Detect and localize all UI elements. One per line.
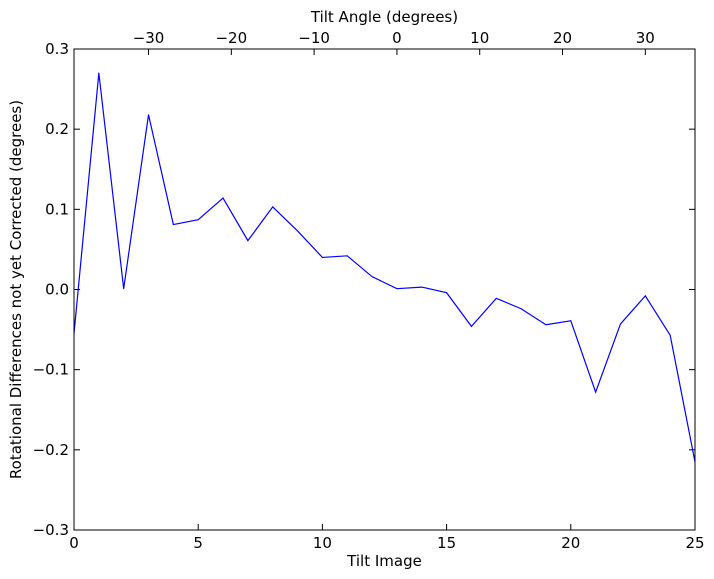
x-tick-label: 5 (193, 534, 203, 552)
labels-layer: 0 5 10 15 20 25 −30 −20 −10 0 10 20 30 −0.3 −0.2 −0.1 0.… (33, 29, 705, 552)
data-point (272, 206, 274, 208)
top-x-tick-label: −20 (215, 29, 247, 47)
x-tick-label: 15 (437, 534, 456, 552)
data-point (520, 308, 522, 310)
data-point (123, 288, 125, 290)
data-point (669, 334, 671, 336)
top-x-tick-label: −30 (133, 29, 165, 47)
data-point (644, 295, 646, 297)
y-tick-label: 0.2 (45, 120, 69, 138)
top-x-tick-label: 20 (553, 29, 572, 47)
data-point (148, 114, 150, 116)
data-point (396, 288, 398, 290)
data-point (421, 286, 423, 288)
x-tick-label: 20 (561, 534, 580, 552)
data-point (346, 255, 348, 257)
data-point (470, 325, 472, 327)
x-tick-label: 10 (313, 534, 332, 552)
y-tick-label: −0.1 (33, 361, 69, 379)
data-point (619, 323, 621, 325)
y-tick-label: 0.1 (45, 200, 69, 218)
data-point (595, 391, 597, 393)
data-point (247, 240, 249, 242)
top-x-axis-title: Tilt Angle (degrees) (310, 8, 458, 26)
x-tick-label: 0 (69, 534, 79, 552)
series-layer (73, 72, 696, 463)
top-x-tick-label: 10 (470, 29, 489, 47)
plot-frame (73, 48, 696, 531)
y-tick-label: 0.0 (45, 281, 69, 299)
y-tick-label: 0.3 (45, 40, 69, 58)
data-point (172, 224, 174, 226)
data-point (222, 197, 224, 199)
y-tick-label: −0.3 (33, 521, 69, 539)
data-point (297, 230, 299, 232)
data-point (545, 324, 547, 326)
top-x-tick-label: 0 (392, 29, 402, 47)
top-x-tick-label: −10 (298, 29, 330, 47)
data-point (495, 297, 497, 299)
data-point (98, 72, 100, 74)
y-axis-title: Rotational Differences not yet Corrected… (7, 100, 25, 479)
data-point (321, 256, 323, 258)
data-point (570, 320, 572, 322)
top-x-tick-label: 30 (636, 29, 655, 47)
data-point (371, 276, 373, 278)
series-line (73, 72, 696, 462)
x-axis-title: Tilt Image (346, 552, 422, 570)
data-point (197, 219, 199, 221)
x-tick-label: 25 (685, 534, 704, 552)
data-point (446, 292, 448, 294)
y-tick-label: −0.2 (33, 441, 69, 459)
